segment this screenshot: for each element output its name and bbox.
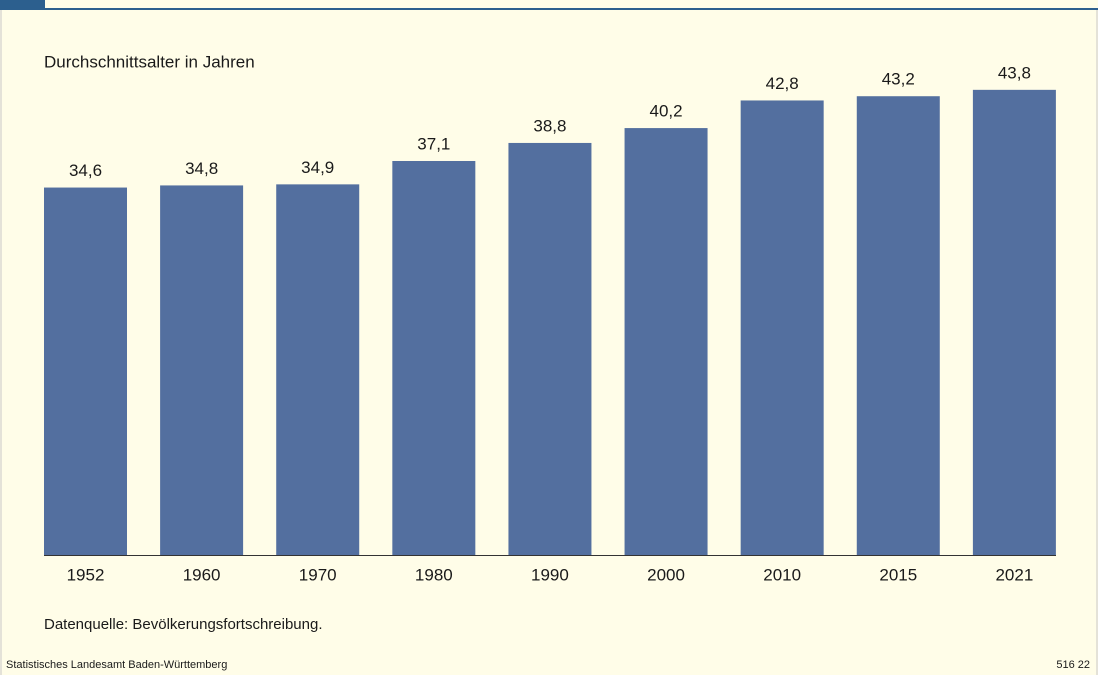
top-block <box>0 0 45 10</box>
bar <box>276 184 360 555</box>
bar <box>856 96 940 555</box>
chart-title: Durchschnittsalter in Jahren <box>44 52 255 71</box>
x-tick-label: 2000 <box>647 565 685 584</box>
bar <box>740 100 824 556</box>
source: Datenquelle: Bevölkerungsfortschreibung. <box>44 616 323 633</box>
bar <box>160 185 244 555</box>
value-label: 43,2 <box>882 70 915 89</box>
x-tick-label: 1952 <box>67 565 105 584</box>
value-label: 43,8 <box>998 63 1031 82</box>
x-tick-label: 1960 <box>183 565 221 584</box>
value-label: 34,6 <box>69 161 102 180</box>
x-tick-label: 1990 <box>531 565 569 584</box>
bar <box>508 142 592 555</box>
bar <box>392 160 476 556</box>
bar <box>972 89 1056 556</box>
value-label: 42,8 <box>766 74 799 93</box>
value-label: 34,8 <box>185 159 218 178</box>
footer: Statistisches Landesamt Baden-Württember… <box>6 659 227 671</box>
code: 516 22 <box>1056 659 1090 671</box>
bar <box>624 128 708 556</box>
top-rule <box>0 8 1098 10</box>
bar <box>44 187 127 555</box>
x-tick-label: 1970 <box>299 565 337 584</box>
value-label: 40,2 <box>650 102 683 121</box>
value-label: 37,1 <box>417 134 450 153</box>
x-tick-label: 2021 <box>995 565 1033 584</box>
value-label: 34,9 <box>301 158 334 177</box>
value-label: 38,8 <box>533 116 566 135</box>
x-tick-label: 2015 <box>879 565 917 584</box>
x-tick-label: 2010 <box>763 565 801 584</box>
x-tick-label: 1980 <box>415 565 453 584</box>
